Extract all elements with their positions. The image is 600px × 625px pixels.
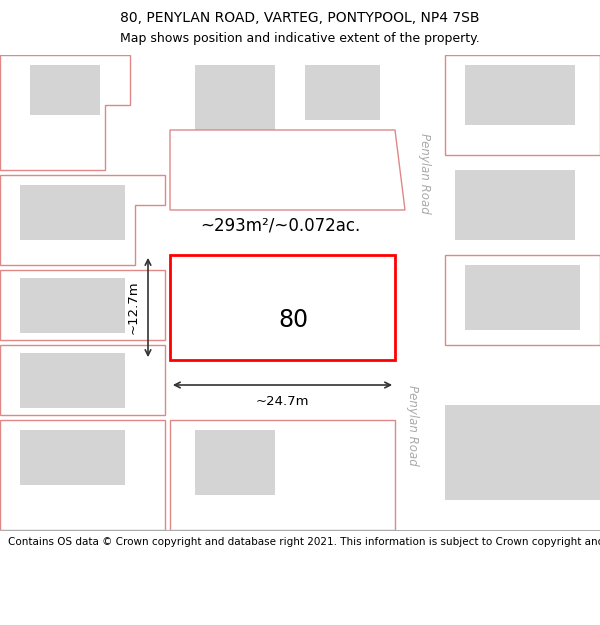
Text: ~293m²/~0.072ac.: ~293m²/~0.072ac. [200,216,360,234]
Polygon shape [445,255,600,345]
Text: Penylan Road: Penylan Road [419,132,431,213]
Bar [445,405,600,500]
Bar [175,260,245,355]
Bar [20,353,125,408]
Bar [465,265,580,330]
Bar [195,430,275,495]
Bar [465,65,575,125]
Bar [455,170,575,240]
Bar [20,430,125,485]
Polygon shape [0,345,165,415]
Text: Map shows position and indicative extent of the property.: Map shows position and indicative extent… [120,32,480,45]
Polygon shape [170,420,395,530]
Text: 80, PENYLAN ROAD, VARTEG, PONTYPOOL, NP4 7SB: 80, PENYLAN ROAD, VARTEG, PONTYPOOL, NP4… [120,11,480,25]
Polygon shape [0,175,165,265]
Polygon shape [390,310,430,530]
Bar [195,65,275,130]
Polygon shape [445,55,600,155]
Text: Contains OS data © Crown copyright and database right 2021. This information is : Contains OS data © Crown copyright and d… [8,537,600,547]
Text: Penylan Road: Penylan Road [406,384,419,466]
Polygon shape [400,55,440,300]
Bar [170,255,395,360]
Text: 80: 80 [278,308,309,332]
Bar [20,278,125,333]
Text: ~12.7m: ~12.7m [127,281,140,334]
Polygon shape [0,420,165,530]
Polygon shape [0,55,130,170]
Polygon shape [0,270,165,340]
Polygon shape [170,130,405,210]
Bar [20,185,125,240]
Text: ~24.7m: ~24.7m [256,395,309,408]
Bar [30,65,100,115]
Bar [260,260,325,355]
Bar [305,65,380,120]
